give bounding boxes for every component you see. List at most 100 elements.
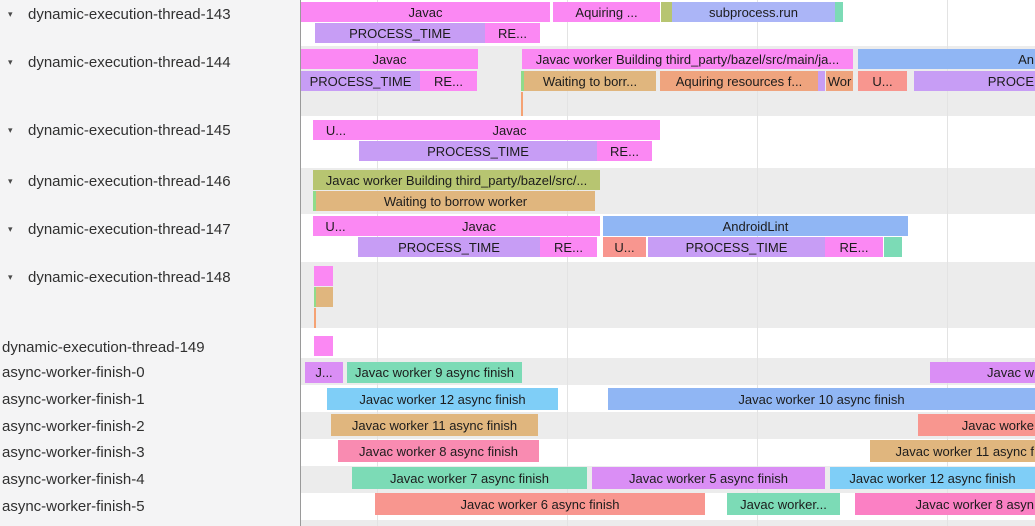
trace-slice[interactable]: RE...: [540, 237, 597, 257]
trace-slice[interactable]: [661, 2, 672, 22]
track-label-text: async-worker-finish-4: [2, 470, 145, 488]
trace-slice[interactable]: PROCESS_TIME: [301, 71, 420, 91]
track-label-text: dynamic-execution-thread-148: [28, 268, 231, 286]
trace-slice[interactable]: PROCESS_TIME: [359, 141, 597, 161]
trace-slice-label: U...: [325, 122, 347, 138]
track-label-text: dynamic-execution-thread-149: [2, 338, 205, 356]
trace-slice[interactable]: [316, 287, 333, 307]
trace-slice[interactable]: U...: [313, 120, 359, 140]
expand-arrow-icon[interactable]: ▾: [8, 175, 13, 186]
trace-slice-label: Javac: [372, 51, 407, 67]
trace-slice[interactable]: [314, 336, 333, 356]
track-label-dynamic-execution-thread-146[interactable]: ▾ dynamic-execution-thread-146: [0, 172, 231, 190]
trace-slice[interactable]: Javac worker 5 async finish: [592, 467, 825, 489]
track-label-dynamic-execution-thread-144[interactable]: ▾ dynamic-execution-thread-144: [0, 53, 231, 71]
trace-slice[interactable]: Javac worker 12 async finish: [830, 467, 1035, 489]
track-label-text: dynamic-execution-thread-145: [28, 121, 231, 139]
trace-slice[interactable]: Javac worker 11 async f: [870, 440, 1035, 462]
trace-slice[interactable]: RE...: [825, 237, 883, 257]
track-label-async-worker-finish-4[interactable]: async-worker-finish-4: [0, 470, 145, 488]
timeline-track-area[interactable]: Javac Aquiring ... subprocess.run PROCESS_T…: [301, 0, 1035, 526]
trace-slice[interactable]: [835, 2, 843, 22]
trace-slice[interactable]: J...: [305, 362, 343, 383]
trace-slice[interactable]: U...: [603, 237, 646, 257]
trace-slice[interactable]: RE...: [597, 141, 652, 161]
track-label-async-worker-finish-1[interactable]: async-worker-finish-1: [0, 390, 145, 408]
expand-arrow-icon[interactable]: ▾: [8, 223, 13, 234]
trace-slice[interactable]: Javac: [358, 216, 600, 236]
time-gridline: [567, 0, 568, 526]
trace-slice[interactable]: Wor: [826, 71, 853, 91]
trace-slice[interactable]: Javac: [301, 49, 478, 69]
trace-slice[interactable]: Aquiring ...: [553, 2, 660, 22]
trace-slice[interactable]: An: [858, 49, 1035, 69]
track-label-async-worker-finish-2[interactable]: async-worker-finish-2: [0, 417, 145, 435]
trace-slice[interactable]: Javac worker 12 async finish: [327, 388, 558, 410]
track-label-dynamic-execution-thread-149[interactable]: dynamic-execution-thread-149: [0, 338, 205, 356]
trace-slice-label: Javac: [462, 218, 496, 234]
time-gridline: [757, 0, 758, 526]
track-label-async-worker-finish-5[interactable]: async-worker-finish-5: [0, 497, 145, 515]
trace-slice[interactable]: Javac worker...: [727, 493, 840, 515]
trace-slice[interactable]: [521, 71, 524, 91]
trace-slice[interactable]: Aquiring resources f...: [660, 71, 818, 91]
expand-arrow-icon[interactable]: ▾: [8, 56, 13, 67]
trace-slice[interactable]: Javac: [359, 120, 660, 140]
trace-slice[interactable]: [818, 71, 825, 91]
trace-slice[interactable]: U...: [858, 71, 907, 91]
trace-slice-label: Javac worker 5 async finish: [629, 470, 788, 486]
expand-arrow-icon[interactable]: ▾: [8, 271, 13, 282]
trace-slice[interactable]: Javac worker 8 async finish: [338, 440, 539, 462]
trace-slice[interactable]: Javac worker 6 async finish: [375, 493, 705, 515]
trace-slice[interactable]: [884, 237, 902, 257]
trace-slice-label: RE...: [839, 239, 869, 255]
trace-slice[interactable]: Waiting to borrow worker: [316, 191, 595, 211]
trace-slice-label: RE...: [434, 73, 463, 89]
track-label-text: dynamic-execution-thread-144: [28, 53, 231, 71]
trace-slice[interactable]: [313, 191, 316, 211]
trace-slice[interactable]: PROCESS_TIME: [358, 237, 540, 257]
trace-slice[interactable]: Javac worke: [918, 414, 1035, 436]
trace-slice[interactable]: Javac w: [930, 362, 1035, 383]
flow-tick: [521, 92, 523, 116]
trace-slice[interactable]: RE...: [485, 23, 540, 43]
trace-slice-label: PROCESS_TIME: [349, 25, 451, 41]
trace-slice[interactable]: PROCESS_TIME: [315, 23, 485, 43]
trace-slice[interactable]: PROCESS_TIME: [648, 237, 825, 257]
track-label-dynamic-execution-thread-148[interactable]: ▾ dynamic-execution-thread-148: [0, 268, 231, 286]
trace-slice[interactable]: Javac worker 8 asyn: [855, 493, 1035, 515]
flow-tick: [314, 308, 316, 328]
trace-slice-label: Javac worker 10 async finish: [738, 391, 905, 407]
trace-slice-label: Aquiring resources f...: [675, 73, 803, 89]
trace-slice[interactable]: [314, 266, 333, 286]
trace-slice[interactable]: Javac worker 7 async finish: [352, 467, 587, 489]
track-label-dynamic-execution-thread-147[interactable]: ▾ dynamic-execution-thread-147: [0, 220, 231, 238]
track-label-async-worker-finish-0[interactable]: async-worker-finish-0: [0, 363, 145, 381]
expand-arrow-icon[interactable]: ▾: [8, 8, 13, 19]
track-label-dynamic-execution-thread-143[interactable]: ▾ dynamic-execution-thread-143: [0, 5, 231, 23]
trace-slice[interactable]: Javac worker 10 async finish: [608, 388, 1035, 410]
trace-slice[interactable]: subprocess.run: [672, 2, 835, 22]
trace-slice-label: RE...: [498, 25, 527, 41]
trace-slice[interactable]: Javac worker 11 async finish: [331, 414, 538, 436]
track-label-async-worker-finish-3[interactable]: async-worker-finish-3: [0, 443, 145, 461]
trace-slice[interactable]: Waiting to borr...: [524, 71, 656, 91]
track-name-sidebar: ▾ dynamic-execution-thread-143 ▾ dynamic-ex…: [0, 0, 301, 526]
trace-slice-label: Javac worker 7 async finish: [390, 470, 549, 486]
trace-slice-label: U...: [325, 218, 346, 234]
trace-slice[interactable]: RE...: [420, 71, 477, 91]
expand-arrow-icon[interactable]: ▾: [8, 124, 13, 135]
trace-slice[interactable]: Javac: [301, 2, 550, 22]
trace-slice-label: Javac worker Building third_party/bazel/…: [535, 51, 840, 67]
trace-slice[interactable]: Javac worker 9 async finish: [347, 362, 522, 383]
trace-slice-label: Javac: [408, 4, 443, 20]
trace-slice[interactable]: AndroidLint: [603, 216, 908, 236]
trace-slice[interactable]: U...: [313, 216, 358, 236]
trace-slice[interactable]: Javac worker Building third_party/bazel/…: [522, 49, 853, 69]
trace-slice[interactable]: Javac worker Building third_party/bazel/…: [313, 170, 600, 190]
trace-slice[interactable]: PROCE: [914, 71, 1035, 91]
track-label-dynamic-execution-thread-145[interactable]: ▾ dynamic-execution-thread-145: [0, 121, 231, 139]
trace-slice[interactable]: [314, 287, 316, 307]
trace-slice-label: Javac worker 8 asyn: [915, 496, 1035, 512]
